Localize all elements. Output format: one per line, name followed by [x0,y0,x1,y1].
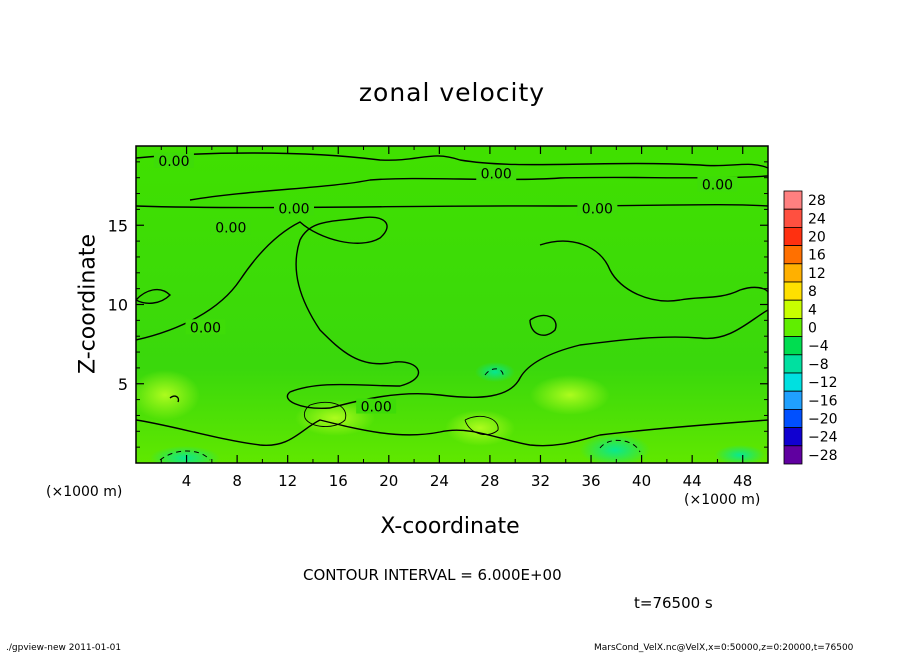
x-tick-label: 12 [278,472,297,490]
positive-anomaly [136,370,200,420]
contour-label: 0.00 [702,178,733,194]
x-tick-label: 40 [632,472,651,490]
colorbar-swatch [783,226,803,246]
x-tick-label: 32 [531,472,550,490]
colorbar-label: 20 [808,230,826,246]
x-tick-label: 8 [232,472,242,490]
y-tick-label: 5 [118,375,128,394]
colorbar: 28 24 20 16 12 8 4 0 −4 −8 −12 −16 −20 −24 −28 [783,190,838,465]
colorbar-swatch [783,427,803,447]
x-tick-label: 44 [683,472,702,490]
colorbar-swatch [783,445,803,465]
colorbar-swatch [783,317,803,337]
colorbar-label: −12 [808,375,838,391]
time-note: t=76500 s [634,594,713,612]
contour-lines [136,152,768,447]
contour-label: 0.00 [190,320,221,336]
plot-field: 0.00 0.00 0.00 0.00 0.00 0.00 0.00 0.00 [136,146,768,463]
negative-contours [159,368,641,461]
x-tick-label: 16 [329,472,348,490]
contour-label-bg [697,176,738,192]
contour-label: 0.00 [481,167,512,183]
x-tick-label: 24 [430,472,449,490]
contour-label: 0.00 [278,201,309,217]
contour-label: 0.00 [158,154,189,170]
contour-label-layer: 0.00 0.00 0.00 0.00 0.00 0.00 0.00 0.00 [153,152,738,416]
colorbar-swatch [783,190,803,210]
positive-anomaly [295,400,375,436]
colorbar-label: 4 [808,302,817,318]
colorbar-label: 24 [808,211,826,227]
colorbar-label: −24 [808,430,838,446]
contour-label-bg [577,200,618,216]
colorbar-label: −20 [808,412,838,428]
footer-left: ./gpview-new 2011-01-01 [6,643,122,653]
contour-label: 0.00 [215,220,246,236]
footer-right: MarsCond_VelX.nc@VelX,x=0:50000,z=0:2000… [594,643,854,653]
field-background [136,146,768,463]
negative-anomaly [715,445,765,463]
contour-label-bg [153,152,194,168]
y-tick-label: 15 [108,216,128,235]
positive-anomaly [530,375,610,415]
contour-label-bg [476,165,517,181]
x-unit-right: (×1000 m) [684,492,761,508]
x-axis-ticks: 4 8 12 16 20 24 28 32 36 40 44 48 [160,146,752,490]
colorbar-swatch [783,208,803,228]
contour-label-bg [185,319,226,335]
negative-anomaly [150,446,220,463]
x-unit-left: (×1000 m) [46,484,123,500]
colorbar-swatch [783,354,803,374]
contour-label: 0.00 [361,400,392,416]
colorbar-swatch [783,299,803,319]
colorbar-swatch [783,281,803,301]
contour-interval-note: CONTOUR INTERVAL = 6.000E+00 [303,566,562,584]
positive-anomaly [445,410,515,446]
x-tick-label: 36 [581,472,600,490]
colorbar-label: −4 [808,339,829,355]
contour-label-bg [356,398,397,414]
contour-label-bg [274,200,314,216]
colorbar-label: 12 [808,266,826,282]
colorbar-label: 28 [808,193,826,209]
colorbar-swatch [783,408,803,428]
colorbar-label: 0 [808,321,817,337]
colorbar-label: −28 [808,448,838,464]
negative-anomaly [580,434,650,463]
colorbar-swatch [783,245,803,265]
colorbar-label: 16 [808,248,826,264]
colorbar-swatch [783,390,803,410]
x-tick-label: 28 [480,472,499,490]
colorbar-swatch [783,263,803,283]
chart-title: zonal velocity [358,78,546,107]
x-axis-label: X-coordinate [380,514,520,539]
x-tick-label: 48 [733,472,752,490]
colorbar-label: 8 [808,284,817,300]
y-tick-label: 10 [108,296,128,315]
y-axis-ticks: 5 10 15 [108,161,768,448]
contour-label-bg [210,219,251,235]
colorbar-label: −16 [808,393,838,409]
colorbar-label: −8 [808,357,829,373]
contour-label: 0.00 [582,201,613,217]
negative-anomaly [475,362,515,382]
colorbar-swatch [783,336,803,356]
x-tick-label: 4 [182,472,192,490]
colorbar-swatch [783,372,803,392]
x-tick-label: 20 [379,472,398,490]
